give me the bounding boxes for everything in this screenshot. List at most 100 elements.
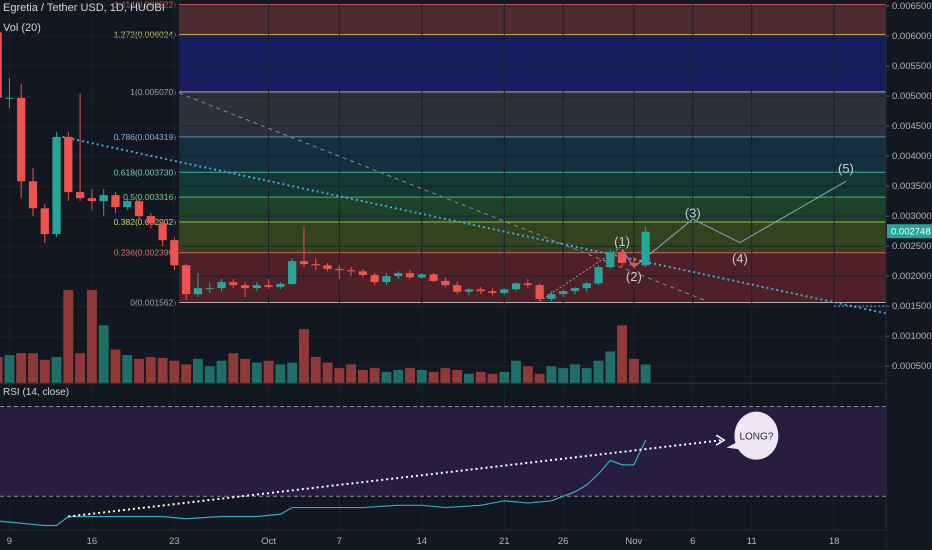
volume-bar	[357, 369, 368, 383]
volume-bar	[581, 368, 592, 383]
candle-body	[134, 201, 144, 217]
elliott-wave-label: (3)	[685, 205, 701, 220]
elliott-wave-label: (2)	[626, 269, 642, 284]
volume-bar	[157, 357, 168, 383]
volume-bar	[428, 371, 439, 383]
elliott-wave-label: (1)	[614, 234, 630, 249]
time-tick-label: 14	[417, 536, 428, 547]
price-tick-label: 0.001500	[892, 301, 932, 312]
rsi-band-fill	[0, 406, 886, 497]
rsi-indicator-label[interactable]: RSI (14, close)	[3, 387, 70, 398]
volume-bars	[0, 290, 651, 383]
candle-body	[5, 97, 14, 99]
volume-bar	[334, 368, 345, 383]
candle-body	[123, 201, 132, 208]
rsi-pane: 60.0040.0020.00LONG?	[0, 405, 918, 527]
fib-zone	[179, 91, 887, 137]
price-tick-label: 0.003000	[892, 211, 932, 222]
price-tick-label: 0.002500	[892, 241, 932, 252]
volume-bar	[640, 364, 651, 383]
volume-bar	[511, 360, 521, 383]
fib-zone	[179, 136, 887, 173]
fib-zone	[179, 252, 887, 303]
candle-body	[111, 195, 120, 208]
volume-bar	[499, 371, 510, 383]
time-tick-label: 23	[169, 536, 180, 547]
fib-level-label: 0.786(0.004319)	[114, 132, 177, 142]
fib-level-label: 1(0.005070)	[130, 87, 176, 97]
fib-zone	[179, 4, 887, 35]
volume-bar	[369, 368, 380, 383]
volume-bar	[346, 364, 357, 383]
volume-bar	[16, 353, 27, 383]
candle-body	[311, 264, 320, 266]
candle-body	[476, 289, 485, 292]
volume-bar	[204, 366, 215, 383]
time-tick-label: Nov	[625, 536, 642, 547]
candle-body	[370, 274, 379, 283]
candle-body	[582, 283, 591, 289]
fib-level-label: 0.236(0.002390)	[114, 248, 177, 258]
price-tick-label: 0.000500	[892, 361, 932, 372]
volume-bar	[463, 373, 474, 383]
fib-level-label: 0(0.001562)	[130, 297, 176, 307]
candle-body	[641, 231, 650, 266]
volume-bar	[28, 353, 38, 383]
last-price-value: 0.002748	[891, 227, 931, 238]
candle-body	[193, 288, 203, 295]
candle-body	[488, 291, 497, 293]
elliott-wave-label: (5)	[838, 161, 854, 176]
price-tick-label: 0.001000	[892, 331, 932, 342]
candle-body	[299, 261, 309, 265]
volume-bar	[39, 359, 50, 383]
volume-bar	[86, 290, 97, 383]
candle-body	[252, 285, 261, 289]
drawn-trendlines[interactable]	[62, 92, 887, 315]
time-tick-label: 9	[7, 536, 12, 547]
chart-title[interactable]: Egretia / Tether USD, 1D, HUOBI	[3, 2, 165, 14]
elliott-wave-labels[interactable]: (1) (2) (3) (4) (5)	[614, 161, 854, 284]
fibonacci-retracement[interactable]: 1.414(0.006522) 1.272(0.006024) 1(0.005070…	[114, 0, 887, 307]
candle-body	[570, 288, 580, 292]
volume-bar	[51, 356, 62, 383]
candle-body	[323, 265, 332, 269]
elliott-wave-label: (4)	[732, 251, 748, 266]
volume-bar	[169, 360, 180, 383]
volume-bar	[98, 325, 109, 383]
rsi-arrow-head	[715, 434, 726, 446]
rsi-line	[0, 439, 647, 527]
volume-bar	[216, 360, 227, 383]
candle-body	[158, 223, 167, 241]
time-axis: 9 16 23 Oct 7 14 21 26 Nov 6 11 18	[0, 529, 886, 550]
candle-body	[276, 283, 285, 287]
candle-body	[170, 240, 179, 266]
candle-body	[229, 282, 238, 286]
candle-body	[64, 136, 73, 193]
time-tick-label: Oct	[261, 536, 276, 547]
candle-body	[429, 274, 438, 281]
volume-bar	[628, 358, 639, 383]
candle-body	[240, 285, 250, 289]
candle-body	[182, 265, 191, 295]
volume-bar	[263, 360, 274, 383]
time-tick-label: 18	[829, 536, 840, 547]
volume-bar	[558, 368, 569, 383]
volume-bar	[534, 373, 545, 383]
volume-bar	[181, 364, 192, 383]
candle-body	[547, 294, 556, 299]
volume-bar	[192, 358, 203, 383]
volume-indicator-label[interactable]: Vol (20)	[3, 22, 41, 34]
speech-bubble-tail	[726, 441, 743, 450]
volume-bar	[593, 360, 604, 383]
candle-body	[405, 273, 415, 278]
price-tick-label: 0.005000	[892, 91, 932, 102]
volume-bar	[228, 353, 239, 383]
candle-body	[0, 32, 2, 98]
volume-bar	[381, 371, 392, 383]
price-axis-bg	[886, 0, 932, 550]
candle-body	[535, 285, 544, 299]
candle-body	[629, 262, 638, 266]
price-tick-label: 0.004500	[892, 121, 932, 132]
